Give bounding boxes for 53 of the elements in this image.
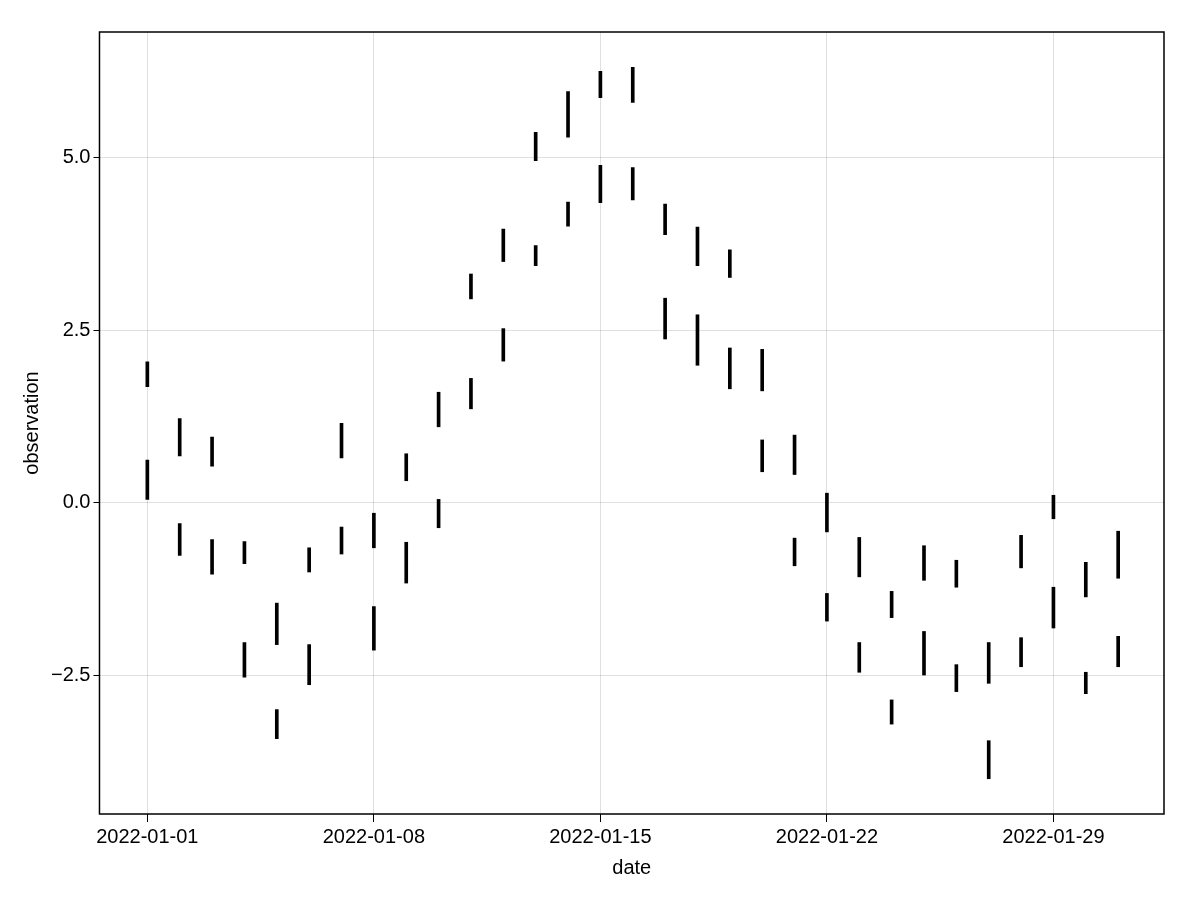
bar xyxy=(501,328,506,362)
bar xyxy=(307,644,311,686)
bar xyxy=(760,349,765,392)
bar xyxy=(307,547,311,573)
bar xyxy=(663,297,667,340)
x-tick-label: 2022-01-08 xyxy=(322,824,426,847)
bar xyxy=(177,523,182,556)
bar xyxy=(210,436,214,467)
bar xyxy=(566,201,570,227)
bar xyxy=(825,492,829,533)
y-tick-label: 5.0 xyxy=(62,144,91,167)
bar xyxy=(825,593,829,622)
bar xyxy=(210,539,214,575)
x-tick-label: 2022-01-22 xyxy=(775,824,879,847)
bar xyxy=(1083,561,1088,598)
bar xyxy=(372,512,376,549)
x-tick-label: 2022-01-01 xyxy=(96,824,199,847)
bar xyxy=(760,439,765,473)
bar xyxy=(469,273,473,300)
bar xyxy=(533,245,538,267)
bar xyxy=(728,249,732,278)
bar xyxy=(469,378,473,410)
bar xyxy=(728,347,732,390)
bar xyxy=(1019,637,1023,668)
y-tick-label: 2.5 xyxy=(62,317,91,340)
bar xyxy=(1116,635,1120,668)
bar xyxy=(922,545,926,581)
bar xyxy=(566,91,570,138)
bar xyxy=(1083,671,1088,695)
bar xyxy=(1116,530,1120,579)
bar xyxy=(1019,535,1023,569)
bar xyxy=(533,131,538,161)
bar xyxy=(177,418,182,457)
bar xyxy=(404,541,409,584)
bar xyxy=(372,606,376,651)
bar xyxy=(274,709,279,739)
y-tick-label: −2.5 xyxy=(51,663,91,686)
x-axis-title: date xyxy=(612,855,652,878)
bar xyxy=(986,642,991,684)
bar xyxy=(630,66,635,103)
x-tick-label: 2022-01-15 xyxy=(549,824,652,847)
x-tick-label: 2022-01-29 xyxy=(1002,824,1105,847)
bar xyxy=(857,537,862,578)
bar xyxy=(663,203,667,235)
bar xyxy=(986,740,991,780)
bar xyxy=(922,631,926,676)
y-axis-title: observation xyxy=(19,371,42,475)
bar xyxy=(404,453,409,482)
bar xyxy=(274,602,279,645)
bar xyxy=(857,642,862,673)
bar xyxy=(630,167,635,201)
bar xyxy=(501,228,506,262)
y-tick-label: 0.0 xyxy=(62,490,91,513)
